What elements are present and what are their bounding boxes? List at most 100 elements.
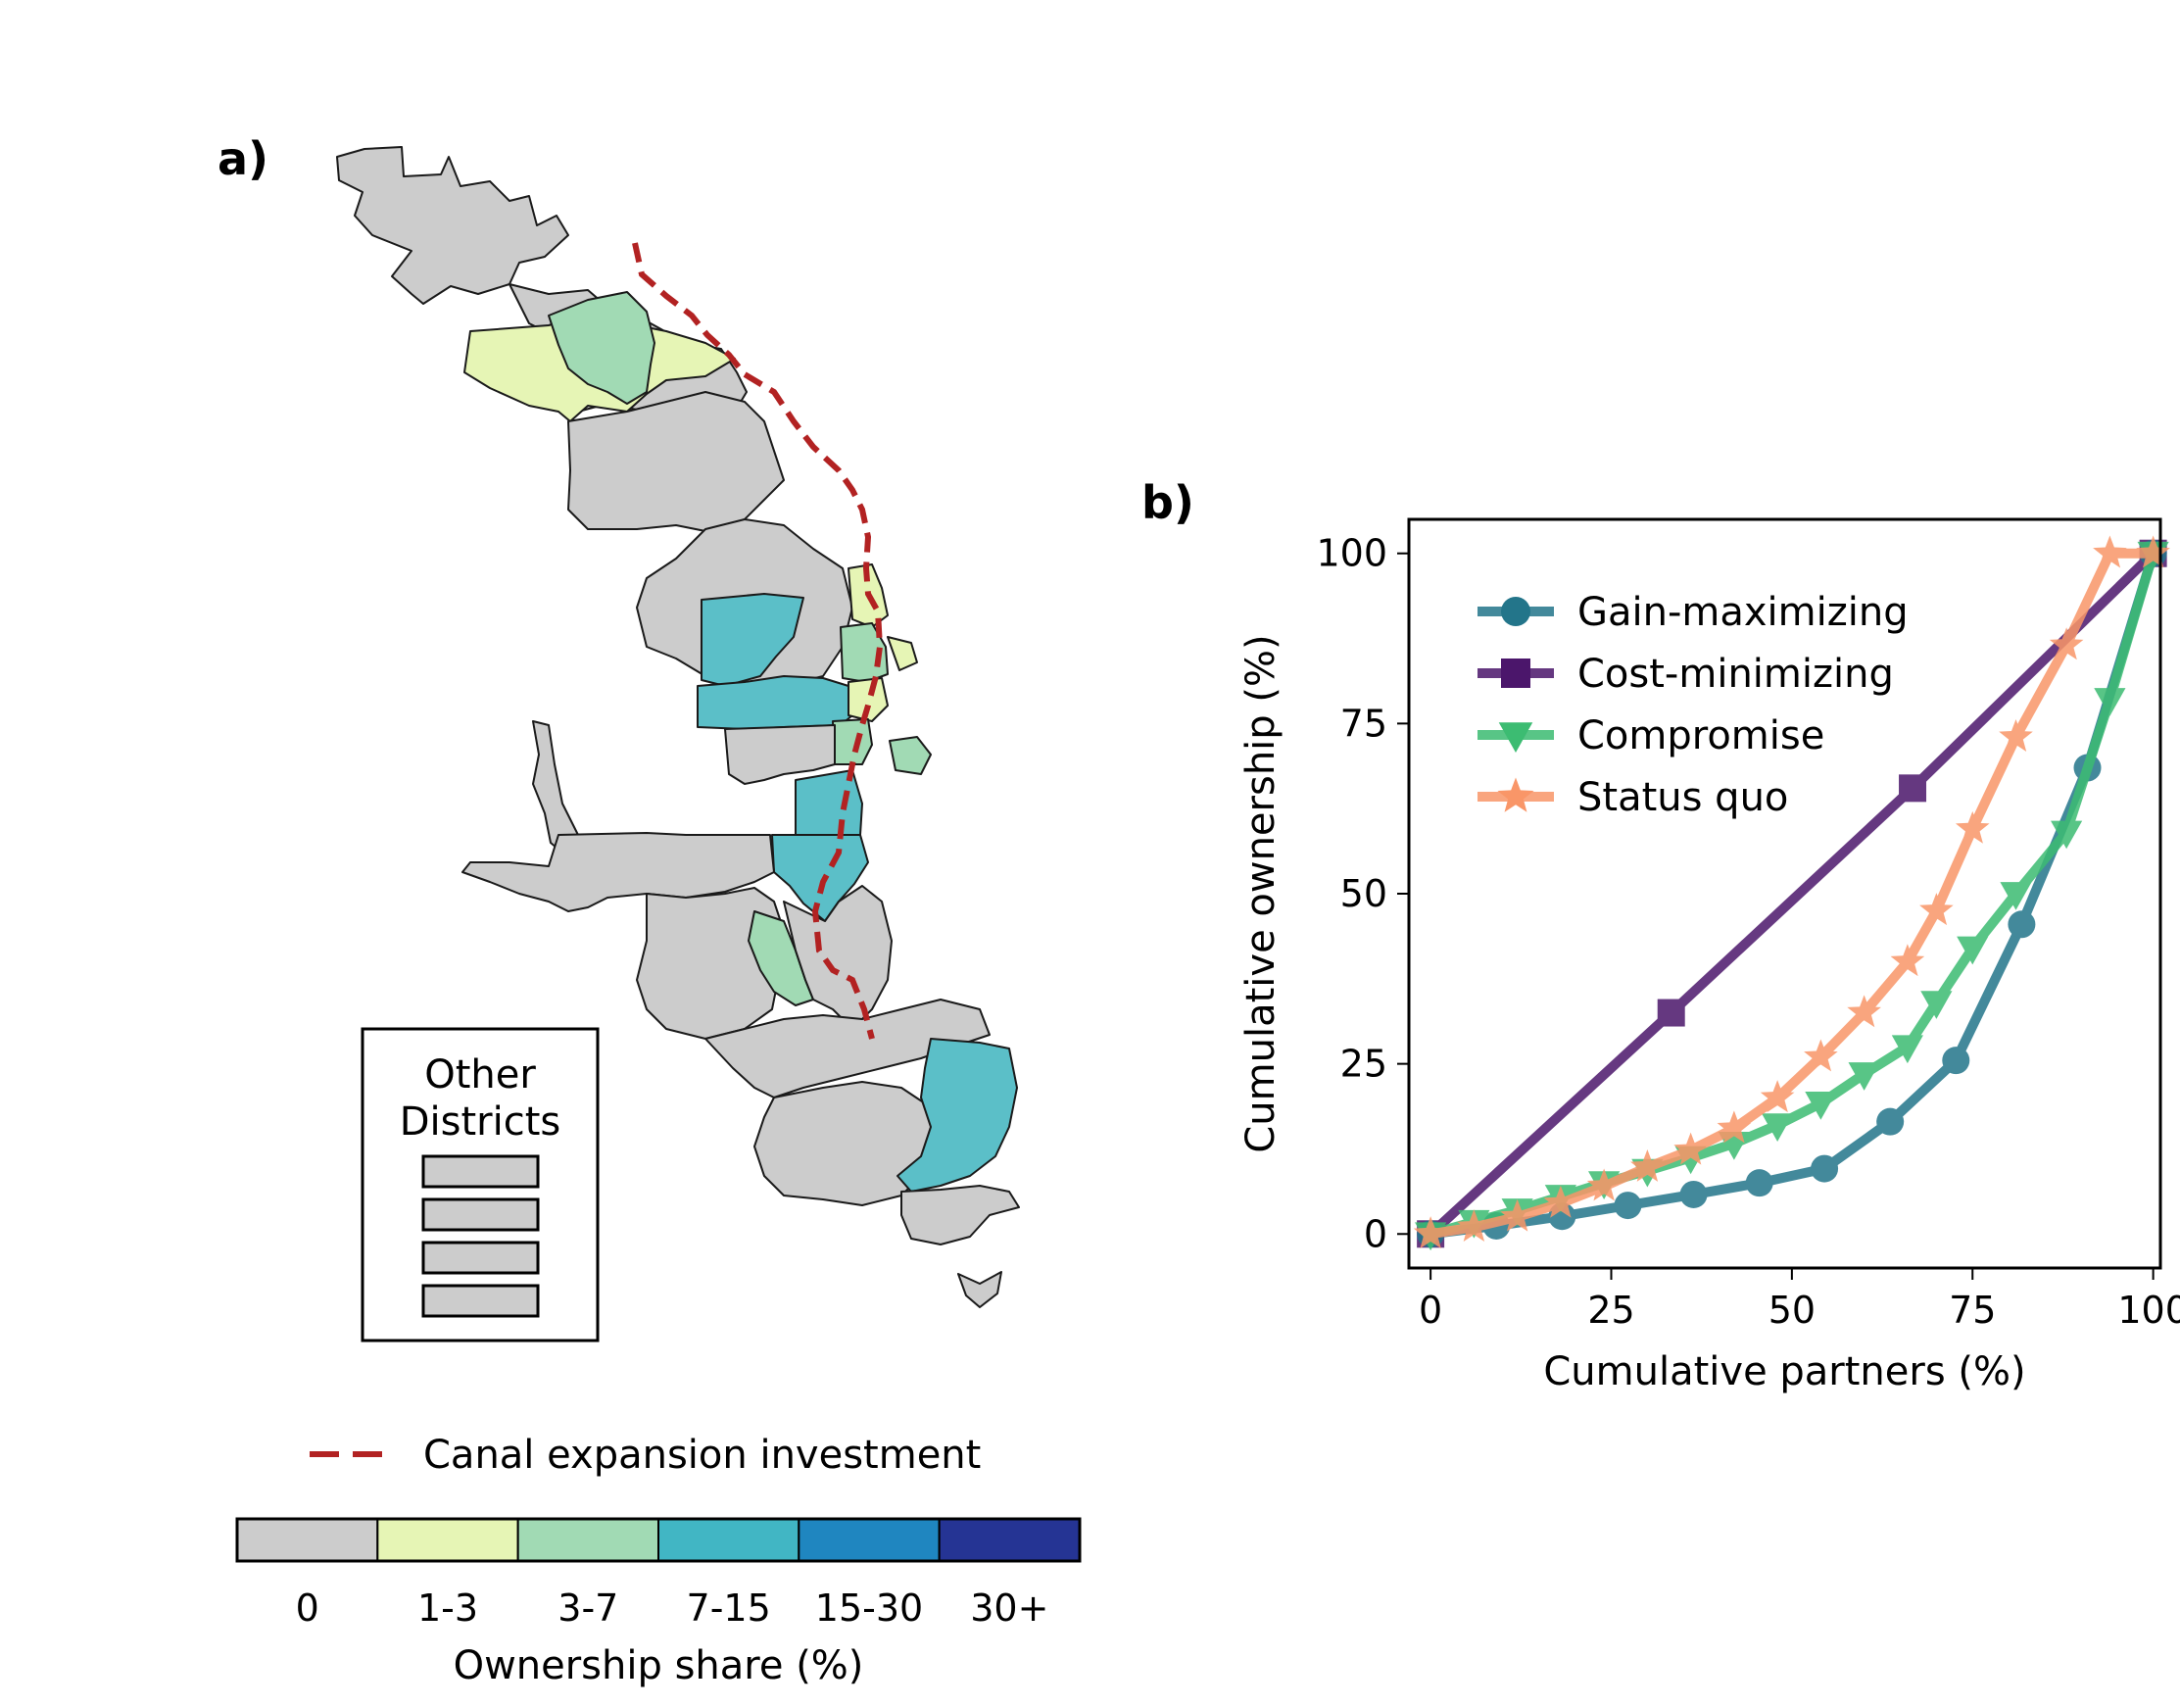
y-tick-label: 75 [1340, 702, 1387, 745]
series-cost-minimizing [1417, 539, 2167, 1248]
district-lower-mid [724, 724, 836, 785]
x-tick-label: 25 [1587, 1289, 1634, 1332]
other-districts-box: Other Districts [361, 1027, 600, 1342]
colorbar-bin-2 [376, 1518, 519, 1562]
data-point [1679, 1180, 1708, 1208]
canal-legend: Canal expansion investment [310, 1433, 981, 1478]
colorbar-title: Ownership share (%) [454, 1643, 864, 1688]
district-teal-1 [701, 593, 804, 687]
panel-a: a) [218, 132, 1082, 1688]
y-tick-label: 25 [1340, 1043, 1387, 1086]
district-south-3 [900, 1185, 1020, 1245]
district-west-1 [461, 832, 775, 912]
y-tick-label: 0 [1364, 1212, 1387, 1255]
district-west-2 [636, 887, 785, 1040]
data-point [1762, 1113, 1794, 1142]
data-point [1876, 1107, 1905, 1136]
district-teal-2 [697, 675, 853, 730]
colorbar-tick-label: 7-15 [687, 1586, 771, 1630]
legend-swatch-marker [1498, 722, 1533, 753]
data-point [1999, 719, 2033, 752]
data-point [1586, 1168, 1622, 1201]
colorbar-tick-label: 15-30 [815, 1586, 923, 1630]
data-point [2049, 627, 2084, 660]
x-tick-label: 100 [2117, 1289, 2180, 1332]
district-west-arm [532, 720, 579, 854]
data-point [2093, 535, 2127, 568]
canal-legend-label: Canal expansion investment [423, 1433, 981, 1478]
district-central-grey [783, 885, 893, 1030]
district-east-yellow-2 [887, 636, 918, 671]
other-district-swatch-2 [421, 1197, 540, 1232]
x-tick-label: 75 [1949, 1289, 1996, 1332]
data-point [1717, 1110, 1752, 1144]
data-point [1614, 1192, 1642, 1220]
district-teal-south [896, 1038, 1018, 1193]
other-district-swatch-3 [421, 1241, 540, 1275]
data-point [1630, 1149, 1665, 1182]
colorbar-frame [235, 1517, 1082, 1563]
colorbar-bin-4 [657, 1518, 800, 1562]
district-map [336, 146, 1020, 1308]
colorbar-tick-label: 3-7 [557, 1586, 618, 1630]
legend-label: Compromise [1577, 713, 1824, 758]
legend-label: Status quo [1577, 775, 1788, 820]
data-point [2000, 882, 2032, 910]
data-point [1543, 1185, 1578, 1218]
data-point [1848, 1062, 1880, 1091]
panel-b: b) 0 25 50 75 100 0 25 50 75 100 Cumulative partne… [1141, 476, 2180, 1394]
data-point [1847, 995, 1881, 1028]
district-green-mid [748, 910, 814, 1006]
legend-swatch-marker [1501, 597, 1530, 626]
legend-swatch-marker [1497, 777, 1534, 812]
district-east-green-3 [889, 736, 932, 775]
data-point [2094, 688, 2126, 716]
data-point [1920, 991, 1953, 1019]
data-point [1745, 1169, 1773, 1197]
colorbar-bin-1 [236, 1518, 379, 1562]
data-point [1804, 1039, 1838, 1072]
data-point [1500, 1198, 1534, 1232]
data-point [1811, 1154, 1839, 1183]
y-tick-label: 100 [1316, 532, 1387, 575]
colorbar-tick-label: 30+ [970, 1586, 1048, 1630]
colorbar-bin-6 [938, 1518, 1082, 1562]
colorbar: 0 1-3 3-7 7-15 15-30 30+ Ownership share (%) [235, 1517, 1082, 1688]
data-point [1891, 1035, 1923, 1064]
data-point [1942, 1047, 1970, 1075]
other-districts-line1: Other [424, 1052, 536, 1098]
legend-label: Cost-minimizing [1577, 652, 1894, 697]
district-north-1 [336, 146, 569, 305]
data-point [1657, 999, 1685, 1027]
data-point [1805, 1092, 1837, 1120]
x-axis-label: Cumulative partners (%) [1543, 1349, 2025, 1394]
data-point [2136, 535, 2170, 568]
district-green-north [548, 291, 655, 405]
colorbar-tick-label: 0 [296, 1586, 319, 1630]
data-point [1890, 944, 1925, 977]
panel-a-label: a) [218, 132, 268, 185]
series-status-quo [1413, 535, 2170, 1248]
data-point [2051, 820, 2083, 850]
x-tick-label: 50 [1768, 1289, 1816, 1332]
legend-swatch-marker [1501, 659, 1530, 688]
data-point [1457, 1209, 1491, 1243]
data-point [1957, 936, 1989, 965]
canal-expansion-line [632, 242, 884, 1040]
other-district-swatch-4 [421, 1284, 540, 1318]
chart-legend: Gain-maximizing Cost-minimizing Compromise… [1478, 590, 1909, 820]
district-teal-3 [795, 769, 863, 842]
plot-frame [1407, 517, 2162, 1270]
district-south-1 [704, 999, 991, 1098]
data-point [1919, 893, 1954, 926]
other-districts-line2: Districts [400, 1099, 561, 1145]
data-point [1413, 1216, 1448, 1248]
data-point [1760, 1080, 1795, 1113]
district-mid-1 [567, 391, 785, 532]
y-axis-label: Cumulative ownership (%) [1238, 634, 1284, 1152]
series-line [1427, 550, 2157, 1238]
data-point [1899, 774, 1927, 803]
data-point [2008, 910, 2036, 939]
legend-label: Gain-maximizing [1577, 590, 1909, 635]
